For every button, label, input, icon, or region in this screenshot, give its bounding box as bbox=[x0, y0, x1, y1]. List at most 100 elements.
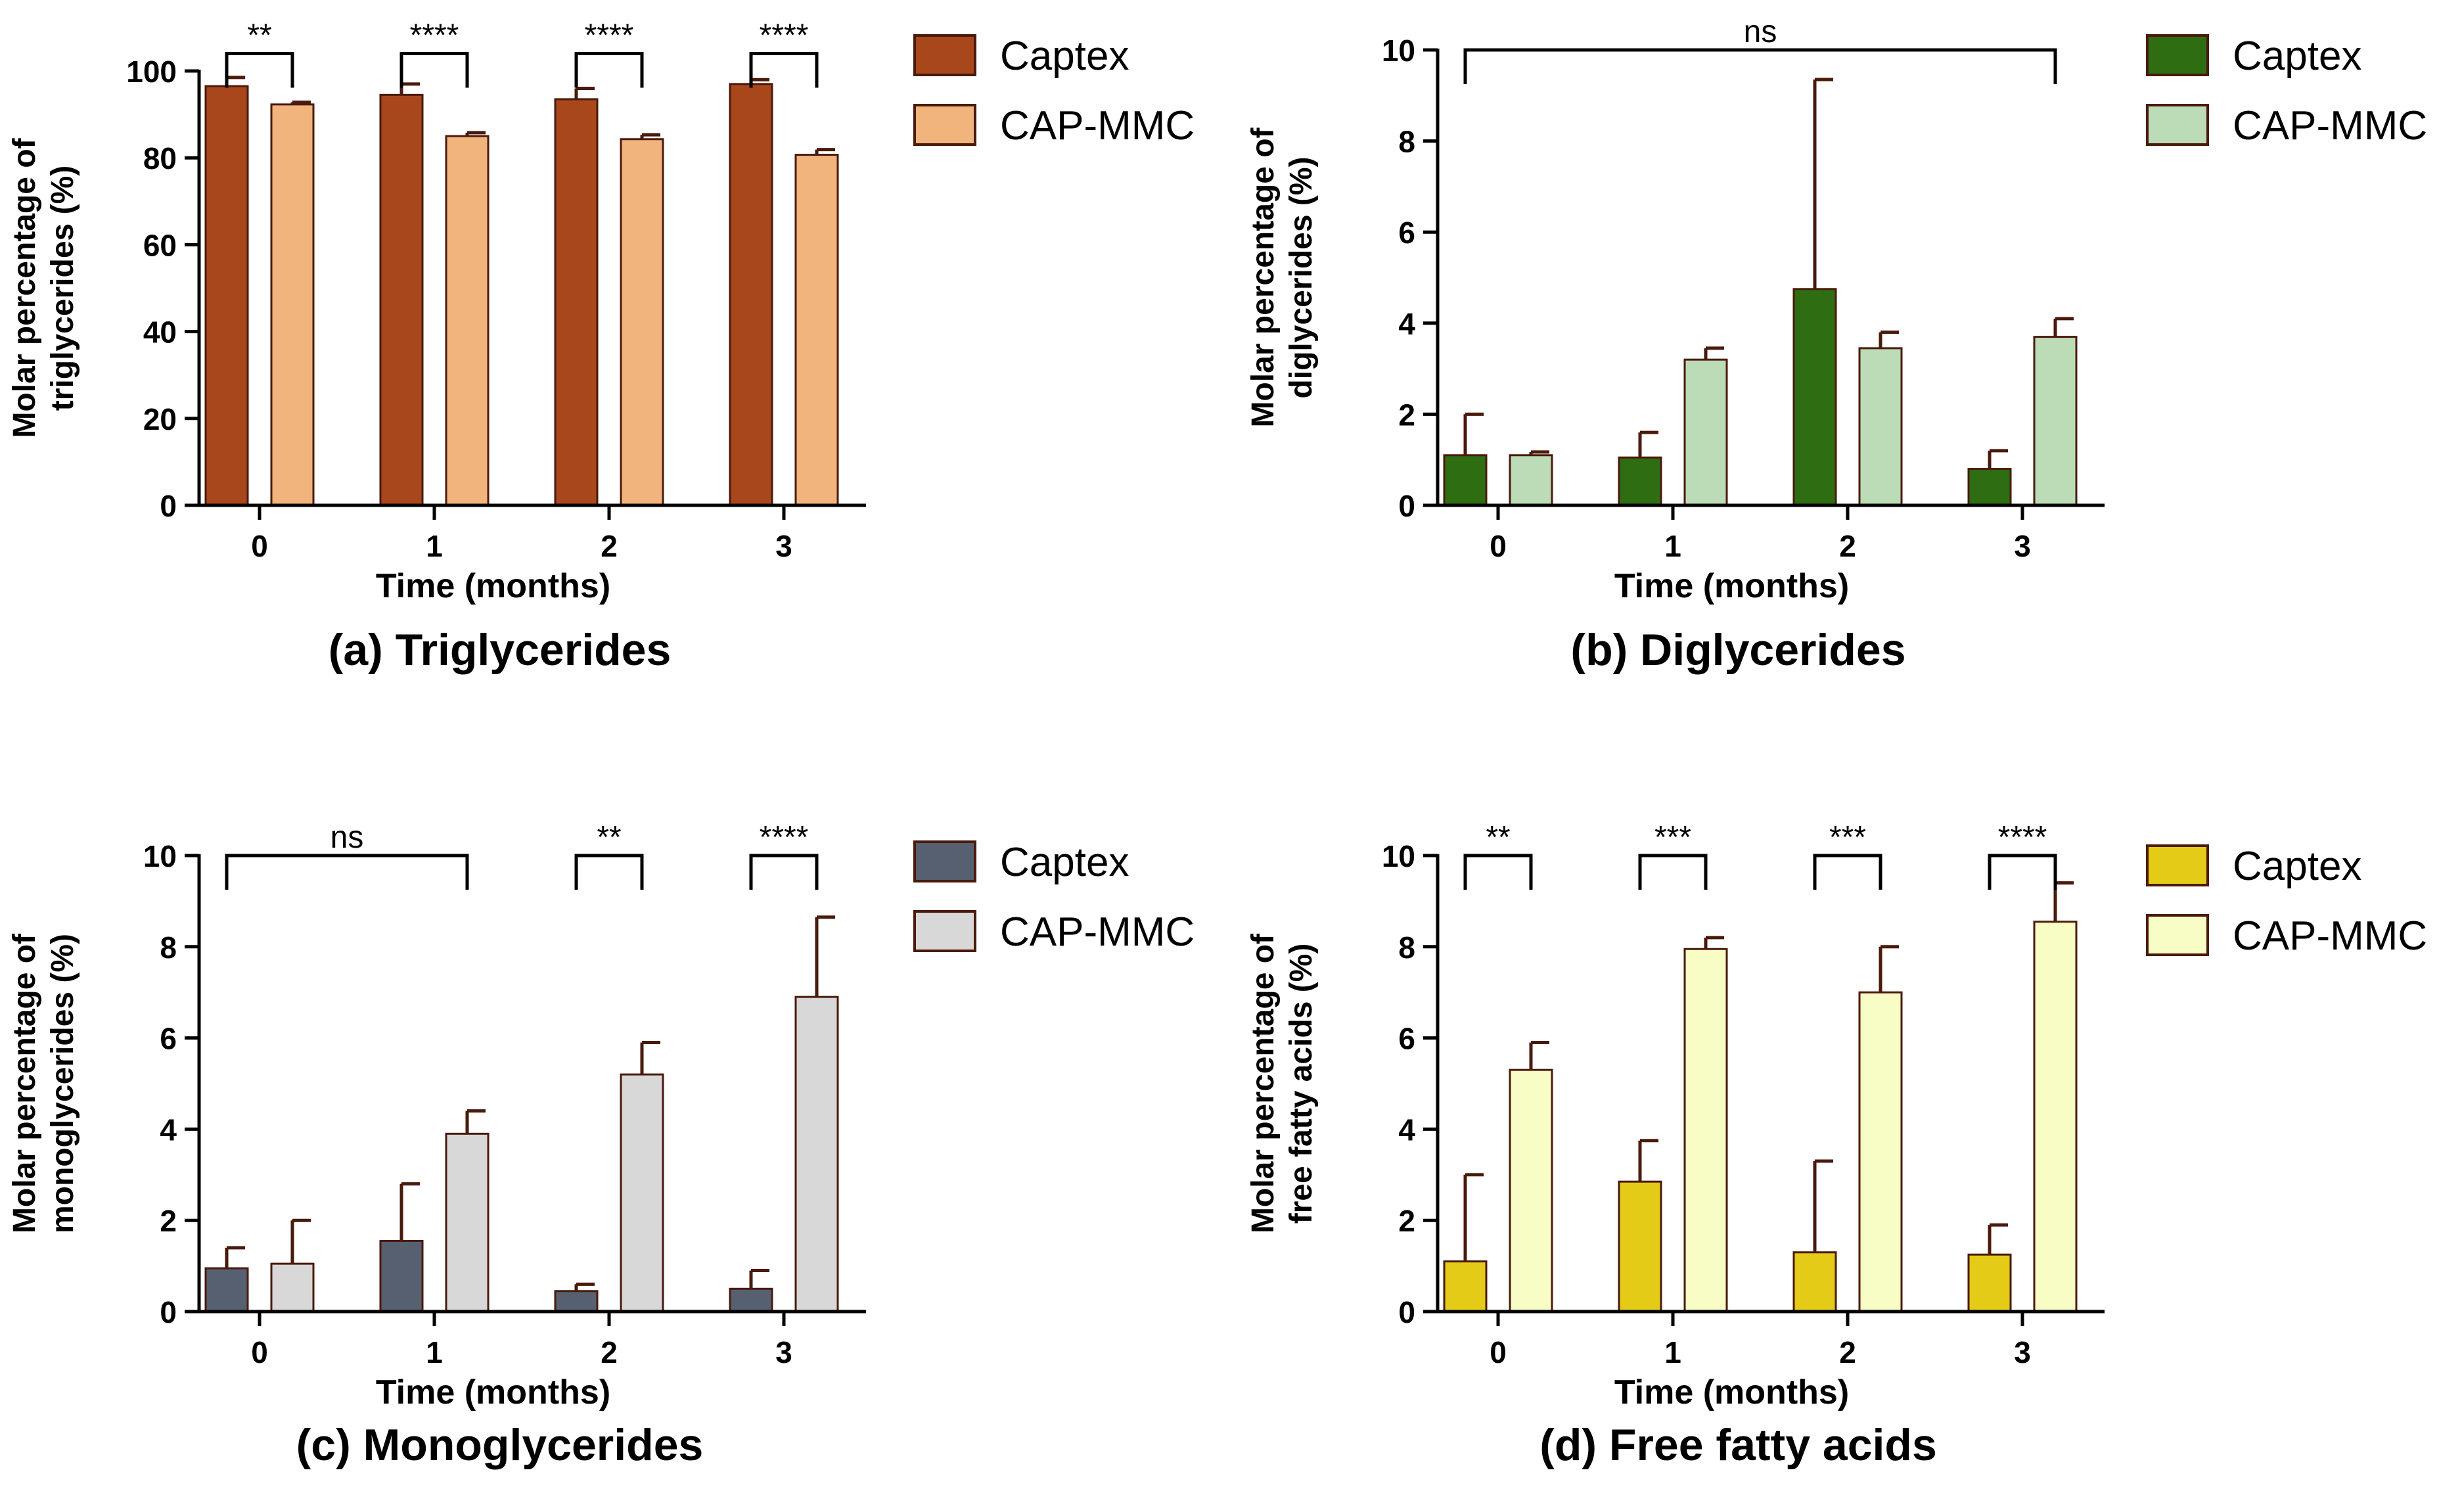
y-tick-label: 100 bbox=[126, 55, 177, 89]
y-tick-label: 80 bbox=[143, 141, 177, 175]
bar-captex bbox=[204, 85, 249, 507]
y-axis-label: free fatty acids (%) bbox=[1284, 944, 1319, 1224]
x-tick-label: 0 bbox=[251, 529, 268, 563]
significance-label: ** bbox=[247, 18, 271, 53]
legend-swatch-cap-mmc bbox=[913, 104, 976, 146]
significance-bracket bbox=[225, 52, 294, 88]
x-tick-label: 0 bbox=[1490, 1335, 1507, 1369]
significance-label: **** bbox=[585, 18, 634, 53]
y-tick-label: 6 bbox=[1398, 216, 1415, 250]
y-tick-label: 8 bbox=[1398, 930, 1415, 965]
significance-label: **** bbox=[760, 18, 809, 53]
y-axis-label: monoglycerides (%) bbox=[45, 934, 80, 1233]
significance-bracket bbox=[225, 854, 469, 890]
legend-label: Captex bbox=[1000, 34, 1129, 79]
panel-title: (c) Monoglycerides bbox=[296, 1420, 704, 1470]
bar-captex bbox=[729, 83, 773, 507]
y-tick-label: 10 bbox=[143, 839, 177, 873]
legend-label: CAP-MMC bbox=[1000, 103, 1195, 149]
x-tick-label: 0 bbox=[251, 1335, 268, 1369]
bar-cap-mmc bbox=[445, 135, 490, 507]
significance-label: *** bbox=[1829, 820, 1866, 855]
bar-cap-mmc bbox=[620, 138, 664, 507]
significance-bracket bbox=[1463, 48, 2057, 84]
bar-cap-mmc bbox=[1858, 347, 1903, 507]
y-axis-label: diglycerides (%) bbox=[1284, 156, 1319, 398]
bar-cap-mmc bbox=[620, 1073, 664, 1313]
significance-label: **** bbox=[760, 820, 809, 855]
legend-swatch-cap-mmc bbox=[2146, 914, 2209, 956]
y-tick-label: 4 bbox=[1398, 307, 1415, 341]
y-axis-label: Molar percentage of bbox=[1246, 933, 1281, 1233]
x-axis-label: Time (months) bbox=[376, 1373, 610, 1411]
y-tick-label: 6 bbox=[160, 1022, 177, 1056]
bar-captex bbox=[379, 93, 424, 507]
x-tick-label: 1 bbox=[1664, 529, 1681, 563]
bar-cap-mmc bbox=[794, 154, 839, 507]
panel-title: (b) Diglycerides bbox=[1570, 625, 1905, 675]
bar-cap-mmc bbox=[1509, 1068, 1553, 1313]
bar-cap-mmc bbox=[2033, 336, 2078, 507]
x-tick-label: 2 bbox=[601, 1335, 618, 1369]
y-tick-label: 4 bbox=[160, 1112, 177, 1147]
y-tick-label: 0 bbox=[1398, 1295, 1415, 1329]
y-tick-label: 10 bbox=[1382, 34, 1415, 68]
y-tick-label: 40 bbox=[143, 315, 177, 350]
x-tick-label: 2 bbox=[601, 529, 618, 563]
y-tick-label: 4 bbox=[1398, 1112, 1415, 1147]
bar-cap-mmc bbox=[270, 1262, 315, 1313]
significance-label: ns bbox=[1744, 14, 1777, 49]
panel-title: (d) Free fatty acids bbox=[1539, 1420, 1937, 1470]
y-tick-label: 60 bbox=[143, 228, 177, 262]
legend-label: CAP-MMC bbox=[2233, 913, 2427, 959]
significance-label: ** bbox=[1486, 820, 1510, 855]
y-tick-label: 6 bbox=[1398, 1022, 1415, 1056]
legend-swatch-cap-mmc bbox=[913, 910, 976, 952]
significance-label: **** bbox=[410, 18, 459, 53]
bar-captex bbox=[1967, 1253, 2012, 1313]
panel-c: 0 2 4 6 8 10 0 1 2 3 Time (months) Molar percentage… bbox=[7, 820, 1195, 1470]
panel-a: 0 20 40 60 80 100 0 1 2 3 Time (months) Molar perce… bbox=[7, 18, 1195, 675]
y-axis-label: Molar percentage of bbox=[7, 933, 42, 1233]
x-axis-label: Time (months) bbox=[376, 567, 610, 605]
bar-captex bbox=[554, 98, 599, 507]
y-tick-label: 8 bbox=[1398, 125, 1415, 159]
significance-bracket bbox=[749, 52, 819, 88]
legend-swatch-captex bbox=[913, 34, 976, 76]
y-axis-label: triglycerides (%) bbox=[45, 166, 80, 411]
y-tick-label: 0 bbox=[160, 489, 177, 523]
legend-swatch-captex bbox=[913, 840, 976, 882]
bar-captex bbox=[1792, 1251, 1837, 1313]
significance-bracket bbox=[1463, 854, 1533, 890]
y-tick-label: 0 bbox=[160, 1295, 177, 1329]
bar-cap-mmc bbox=[1683, 948, 1728, 1313]
y-tick-label: 20 bbox=[143, 402, 177, 436]
legend-label: CAP-MMC bbox=[1000, 909, 1195, 955]
bar-captex bbox=[1443, 1260, 1488, 1313]
y-tick-label: 10 bbox=[1382, 839, 1415, 873]
bar-cap-mmc bbox=[445, 1132, 490, 1313]
x-axis-label: Time (months) bbox=[1614, 567, 1849, 605]
y-tick-label: 2 bbox=[1398, 1204, 1415, 1238]
bar-cap-mmc bbox=[1683, 358, 1728, 507]
bar-cap-mmc bbox=[2033, 921, 2078, 1313]
bar-captex bbox=[729, 1287, 773, 1313]
bar-captex bbox=[204, 1267, 249, 1313]
y-tick-label: 0 bbox=[1398, 489, 1415, 523]
bar-captex bbox=[554, 1290, 599, 1313]
x-tick-label: 1 bbox=[1664, 1335, 1681, 1369]
bar-cap-mmc bbox=[270, 103, 315, 507]
y-axis-label: Molar percentage of bbox=[1246, 127, 1281, 427]
legend-swatch-cap-mmc bbox=[2146, 104, 2209, 146]
legend-label: Captex bbox=[1000, 840, 1129, 885]
panel-title: (a) Triglycerides bbox=[329, 625, 672, 675]
x-tick-label: 3 bbox=[2014, 529, 2031, 563]
significance-bracket bbox=[1988, 854, 2057, 890]
x-tick-label: 0 bbox=[1490, 529, 1507, 563]
significance-bracket bbox=[574, 52, 644, 88]
bar-captex bbox=[379, 1239, 424, 1313]
panel-b: 0 2 4 6 8 10 0 1 2 3 Time (months) Molar percentage… bbox=[1246, 14, 2427, 675]
x-tick-label: 1 bbox=[426, 1335, 443, 1369]
bar-cap-mmc bbox=[794, 996, 839, 1313]
